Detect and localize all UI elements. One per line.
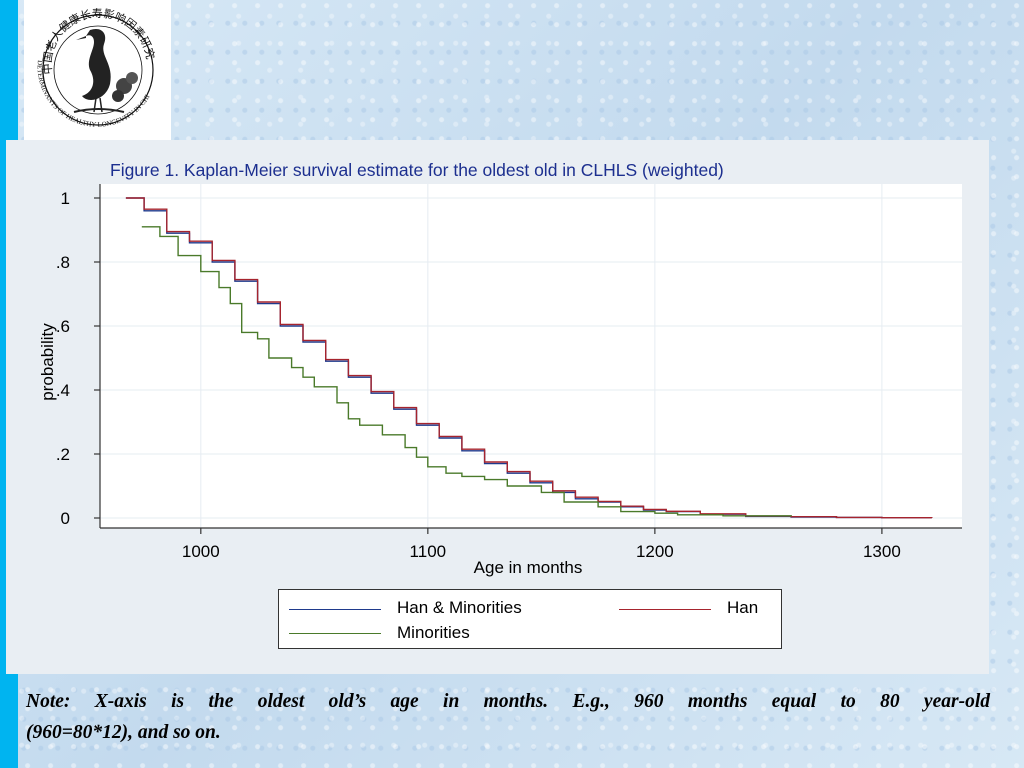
clhls-logo: 中国老人健康长寿影响因素研究 DETERMINANTS OF HEALTHY L…: [24, 0, 171, 140]
y-tick-label: .4: [56, 381, 70, 400]
note-line-2: (960=80*12), and so on.: [26, 722, 221, 743]
x-tick-label: 1000: [182, 542, 220, 561]
y-axis-label: probability: [38, 323, 57, 401]
y-tick-label: 0: [61, 509, 70, 528]
y-tick-label: .8: [56, 253, 70, 272]
crane-logo-icon: 中国老人健康长寿影响因素研究 DETERMINANTS OF HEALTHY L…: [24, 0, 158, 129]
slide-note: Note: X-axis is the oldest old’s age in …: [26, 686, 990, 748]
y-tick-label: 1: [61, 189, 70, 208]
x-tick-label: 1300: [863, 542, 901, 561]
legend-swatch-minorities: [289, 633, 381, 634]
note-line-1: Note: X-axis is the oldest old’s age in …: [26, 691, 990, 712]
x-tick-label: 1100: [410, 542, 447, 561]
series-line-han: [125, 197, 933, 519]
plot-area: [100, 184, 962, 528]
legend-swatch-han: [619, 609, 711, 610]
legend-label-han-minorities: Han & Minorities: [397, 598, 522, 617]
chart-legend: Han & Minorities Han Minorities: [278, 589, 782, 649]
series-line-minorities: [141, 226, 792, 517]
legend-label-minorities: Minorities: [397, 623, 470, 642]
x-axis-label: Age in months: [474, 558, 583, 577]
x-tick-label: 1200: [636, 542, 674, 561]
legend-swatch-han-minorities: [289, 609, 381, 610]
y-tick-label: .6: [56, 317, 70, 336]
y-tick-label: .2: [56, 445, 70, 464]
legend-label-han: Han: [727, 598, 759, 617]
chart-title: Figure 1. Kaplan-Meier survival estimate…: [110, 160, 724, 180]
